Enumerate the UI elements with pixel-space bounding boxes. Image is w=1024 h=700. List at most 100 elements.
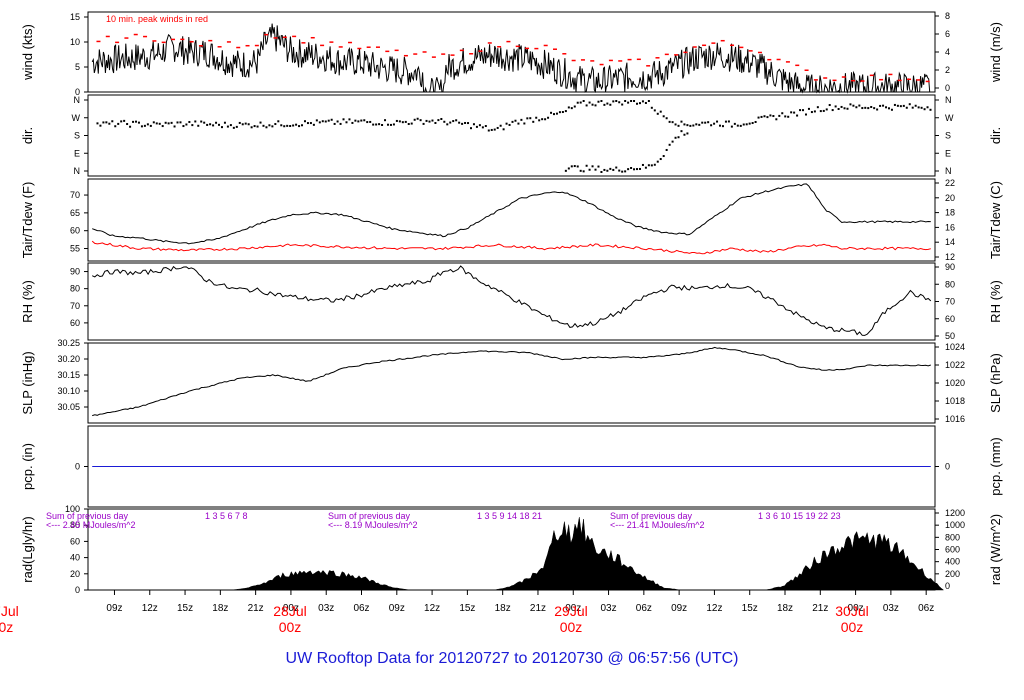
dir-point [594,168,597,171]
series-line-wind [91,23,931,94]
dir-point [111,120,114,123]
dir-point [659,158,662,161]
ytick-label-left: 40 [70,553,80,563]
peak-wind-mark [627,58,632,61]
dir-point [668,143,671,146]
xtick-label: 03z [600,603,616,614]
peak-wind-mark [785,61,790,63]
dir-point [686,132,689,135]
dir-point [458,121,461,124]
ylabel-right-rh: RH (%) [988,280,1003,323]
series-line-RH [91,265,932,336]
dir-point [760,115,763,118]
dir-point [126,123,129,126]
dir-point [339,122,342,125]
dir-point [633,100,636,102]
dir-point [567,106,570,109]
dir-point [923,108,926,111]
xtick-label: 18z [777,603,793,614]
ytick-label-left: 65 [70,208,80,218]
peak-wind-mark [394,49,399,52]
peak-wind-mark [152,40,157,42]
dir-point [407,123,410,126]
dir-point [206,123,209,126]
dir-point [799,109,802,112]
dir-point [499,124,502,127]
dir-point [215,121,218,124]
dir-point [502,128,505,131]
dir-point [342,118,345,121]
dir-point [659,110,662,113]
dir-point [309,122,312,125]
dir-point [893,103,896,106]
dir-point [514,119,517,122]
dir-point [392,123,395,126]
xtick-label: 06z [918,603,934,614]
peak-wind-mark [683,51,688,54]
dir-point [223,121,226,124]
ytick-label-left: 60 [70,536,80,546]
dir-point [143,124,146,127]
dir-point [538,119,541,122]
dir-point [606,102,609,105]
dir-point [401,121,404,124]
dir-point [769,114,772,117]
peak-wind-mark [450,54,455,56]
dir-point [612,100,615,103]
dir-point [472,123,475,126]
date-label-day: 30Jul [835,603,868,619]
dir-point [621,170,624,173]
peak-wind-mark [562,53,567,55]
peak-wind-mark [171,38,176,41]
ytick-label-left: 100 [65,504,80,514]
dir-point [475,125,478,128]
peak-wind-mark [879,78,884,81]
dir-point [487,129,490,132]
ytick-label-left: 55 [70,244,80,254]
ytick-label-right: 12 [945,252,955,262]
dir-point [627,168,630,171]
dir-point [802,109,805,112]
dir-point [591,103,594,106]
dir-point [585,104,588,107]
dir-point [603,103,606,106]
dir-point [885,106,888,109]
xtick-label: 06z [353,603,369,614]
dir-point [301,124,304,127]
rad-note-sum: <--- 8.19 MJoules/m^2 [328,520,418,530]
dir-point [271,125,274,128]
rad-note-sum: <--- 2.45 MJoules/m^2 [46,520,136,530]
dir-point [692,124,695,127]
dir-point [579,169,582,172]
dir-point [582,100,585,102]
dir-point [612,168,615,171]
dir-point [716,120,719,123]
ytick-label-left: 80 [70,284,80,294]
dir-point [135,120,138,123]
ytick-label-right: 400 [945,557,960,567]
date-label-time: 00z [560,619,583,635]
dir-point [662,115,665,118]
ylabel-right-pcp: pcp. (mm) [988,437,1003,496]
peak-wind-mark [497,46,502,48]
dir-point [784,115,787,118]
peak-wind-mark [841,76,846,78]
peak-wind-mark [907,78,912,81]
dir-point [250,126,253,129]
dir-point [292,124,295,127]
dir-point [481,126,484,129]
peak-wind-mark [96,40,101,43]
ytick-label-left: N [74,166,81,176]
peak-wind-mark [217,46,222,48]
dir-point [855,106,858,109]
ylabel-left-rad: rad(Lgly/hr) [20,516,35,582]
dir-point [372,123,375,126]
peak-wind-mark [441,53,446,55]
dir-point [140,125,143,128]
ytick-label-left: 30.25 [57,338,80,348]
dir-point [114,125,117,128]
dir-point [327,119,330,122]
peak-wind-mark [208,39,213,42]
ytick-label-left: 80 [70,520,80,530]
peak-wind-mark [338,46,343,48]
